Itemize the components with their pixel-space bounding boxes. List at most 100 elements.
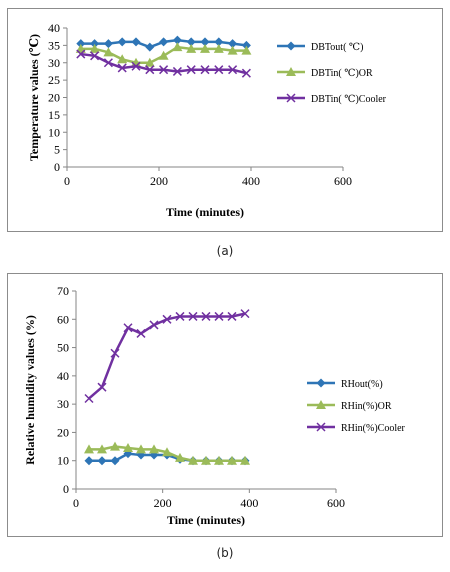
data-point	[84, 444, 94, 454]
data-point	[117, 37, 127, 47]
legend-entry-1: RHout(%)	[307, 378, 383, 390]
data-point	[76, 49, 86, 59]
data-point	[136, 328, 146, 338]
data-point	[241, 45, 252, 55]
data-point	[162, 314, 172, 324]
data-point	[159, 37, 169, 47]
data-point	[123, 442, 133, 452]
data-point	[149, 320, 159, 330]
caption-b: (b)	[216, 546, 234, 560]
legend-marker	[316, 400, 326, 409]
data-point	[241, 68, 251, 78]
series-2	[75, 42, 252, 67]
data-point	[117, 63, 127, 73]
data-point	[228, 65, 238, 75]
x-tick-label: 200	[154, 496, 172, 510]
data-point	[186, 37, 196, 47]
legend-label: RHin(%)OR	[341, 401, 392, 412]
data-point	[110, 348, 120, 358]
data-point	[84, 456, 94, 466]
data-point	[149, 444, 159, 454]
data-point	[123, 323, 133, 333]
y-tick-label: 10	[48, 125, 60, 139]
legend-marker	[316, 378, 326, 388]
y-tick-label: 10	[57, 454, 69, 468]
data-point	[172, 35, 182, 45]
y-tick-label: 40	[48, 21, 60, 35]
data-point	[214, 65, 224, 75]
x-tick-label: 0	[73, 496, 79, 510]
x-tick-label: 400	[242, 174, 260, 188]
data-point	[200, 43, 210, 53]
legend-entry-3: DBTin( ℃)Cooler	[277, 93, 387, 105]
data-point	[214, 455, 224, 465]
legend-entry-1: DBTout( ℃)	[277, 41, 363, 53]
data-point	[97, 444, 107, 454]
x-axis-title: Time (minutes)	[166, 205, 244, 219]
data-point	[213, 43, 224, 53]
data-point	[214, 311, 224, 321]
data-point	[145, 42, 155, 52]
data-point	[201, 311, 211, 321]
caption-a: (a)	[216, 244, 234, 258]
data-point	[90, 51, 100, 61]
y-axis-title: Relative humidity values (%)	[23, 315, 37, 465]
data-point	[158, 50, 169, 60]
data-point	[227, 311, 237, 321]
y-tick-label: 30	[57, 397, 69, 411]
data-point	[186, 43, 197, 53]
y-tick-label: 35	[48, 38, 60, 52]
legend-entry-3: RHin(%)Cooler	[307, 422, 406, 434]
series-3	[76, 49, 251, 78]
legend-entry-2: RHin(%)OR	[307, 400, 392, 412]
data-point	[162, 447, 172, 457]
y-tick-label: 70	[57, 284, 69, 298]
data-point	[214, 37, 224, 47]
data-point	[136, 444, 146, 454]
data-point	[149, 450, 159, 460]
data-point	[97, 456, 107, 466]
data-point	[200, 65, 210, 75]
data-point	[90, 39, 100, 49]
y-tick-label: 20	[57, 425, 69, 439]
data-point	[84, 393, 94, 404]
y-tick-label: 40	[57, 369, 69, 383]
humidity-chart: 0 10 20 30 40 50 60 70 0 200 400 600 Time (minutes) R…	[23, 284, 406, 527]
data-point	[103, 58, 113, 68]
data-point	[97, 382, 107, 392]
data-point	[228, 39, 238, 49]
data-point	[145, 65, 155, 75]
data-point	[110, 441, 120, 451]
data-point	[227, 455, 237, 465]
data-point	[172, 66, 182, 76]
x-tick-label: 600	[334, 174, 352, 188]
data-point	[175, 311, 185, 321]
legend-label: RHin(%)Cooler	[341, 423, 406, 434]
data-point	[227, 45, 238, 55]
data-point	[131, 37, 141, 47]
y-tick-label: 50	[57, 341, 69, 355]
data-point	[117, 54, 128, 64]
legend-label: DBTin( ℃)OR	[311, 68, 373, 79]
x-tick-label: 0	[64, 174, 70, 188]
x-tick-label: 200	[150, 174, 168, 188]
data-point	[188, 311, 198, 321]
data-point	[110, 456, 120, 466]
series-1	[76, 35, 251, 52]
x-axis-title: Time (minutes)	[167, 513, 245, 527]
legend-label: RHout(%)	[341, 379, 383, 390]
data-point	[172, 42, 183, 52]
y-tick-label: 20	[48, 91, 60, 105]
y-tick-label: 5	[54, 143, 60, 157]
series-3	[84, 309, 250, 404]
data-point	[131, 61, 141, 71]
data-point	[103, 39, 113, 49]
data-point	[89, 43, 100, 53]
data-point	[241, 40, 251, 50]
x-tick-label: 400	[240, 496, 258, 510]
data-point	[186, 65, 196, 75]
y-tick-label: 0	[54, 160, 60, 174]
data-point	[103, 47, 114, 57]
legend-marker	[286, 67, 296, 76]
